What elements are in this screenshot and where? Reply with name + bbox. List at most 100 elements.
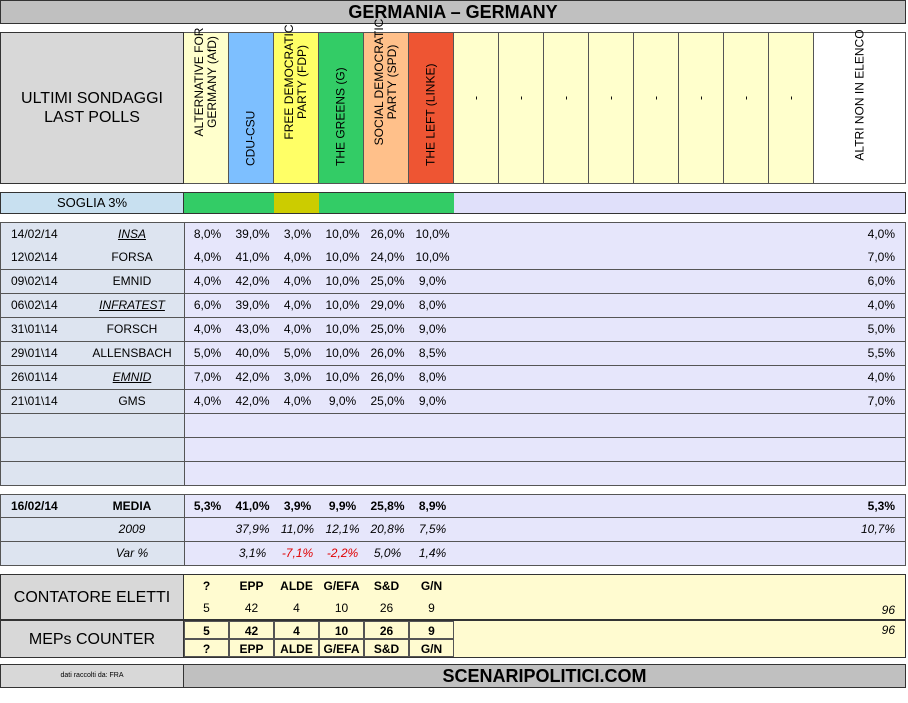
meps-group: ? bbox=[184, 639, 229, 657]
poll-value: 39,0% bbox=[235, 227, 270, 241]
meps-seats: 9 bbox=[409, 621, 454, 639]
poll-value: 26,0% bbox=[370, 370, 405, 384]
poll-date: 21\01\14 bbox=[11, 394, 58, 408]
poll-value: 8,5% bbox=[418, 346, 447, 360]
meps-seats: 26 bbox=[364, 621, 409, 639]
poll-others: 5,5% bbox=[867, 346, 895, 360]
party-name-3: THE GREENS (G) bbox=[333, 67, 348, 166]
var-value: -7,1% bbox=[281, 546, 314, 560]
poll-value: 9,0% bbox=[328, 394, 357, 408]
poll-date: 26\01\14 bbox=[11, 370, 58, 384]
party-column-14: ALTRI NON IN ELENCO bbox=[814, 29, 906, 184]
media-row: 16/02/14 MEDIA 5,3% 5,3% 41,0% 3,9% 9,9% 25,… bbox=[0, 494, 906, 518]
contatore-seats: 42 bbox=[244, 601, 259, 615]
poll-row: 12\02\14 FORSA 4,0% 41,0% 4,0% 10,0% 24,0% 10,0… bbox=[0, 246, 906, 270]
source-note: dati raccolti da: FRA bbox=[0, 664, 184, 688]
soglia-cell-5 bbox=[409, 193, 454, 213]
poll-row: 21\01\14 GMS 4,0% 42,0% 4,0% 9,0% 25,0% 9,0% 7,0… bbox=[0, 390, 906, 414]
party-column-9: - bbox=[589, 32, 634, 184]
year-2009-value: 11,0% bbox=[280, 522, 315, 536]
contatore-label: CONTATORE ELETTI bbox=[0, 574, 184, 620]
soglia-label: SOGLIA 3% bbox=[0, 192, 184, 214]
poll-others: 6,0% bbox=[867, 274, 895, 288]
meps-seats: 4 bbox=[274, 621, 319, 639]
poll-institute: FORSCH bbox=[106, 322, 158, 336]
poll-others: 5,0% bbox=[867, 322, 895, 336]
poll-others: 4,0% bbox=[867, 370, 895, 384]
poll-institute: FORSA bbox=[111, 250, 153, 264]
party-name-1: CDU-CSU bbox=[243, 110, 258, 166]
poll-value: 43,0% bbox=[235, 322, 270, 336]
empty-row bbox=[0, 414, 906, 438]
soglia-cell-2 bbox=[274, 193, 319, 213]
poll-value: 26,0% bbox=[370, 346, 405, 360]
site-name: SCENARIPOLITICI.COM bbox=[184, 664, 906, 688]
poll-value: 4,0% bbox=[193, 274, 222, 288]
poll-date: 14/02/14 bbox=[11, 227, 58, 241]
poll-row: 14/02/14 INSA 8,0% 39,0% 3,0% 10,0% 26,0% 10,0%… bbox=[0, 222, 906, 247]
contatore-group: ALDE bbox=[280, 579, 313, 593]
contatore-group: ? bbox=[202, 579, 211, 593]
poll-value: 4,0% bbox=[283, 250, 312, 264]
party-column-11: - bbox=[679, 32, 724, 184]
poll-value: 39,0% bbox=[235, 298, 270, 312]
contatore-group: G/EFA bbox=[323, 579, 360, 593]
var-value: 3,1% bbox=[238, 546, 267, 560]
poll-value: 4,0% bbox=[283, 322, 312, 336]
year-2009-label: 2009 bbox=[118, 522, 146, 536]
contatore-group: G/N bbox=[420, 579, 443, 593]
year-2009-value: 20,8% bbox=[370, 522, 405, 536]
media-value: 5,3% bbox=[193, 499, 222, 513]
party-name-10: - bbox=[648, 96, 663, 100]
soglia-cell-4 bbox=[364, 193, 409, 213]
contatore-group: S&D bbox=[373, 579, 400, 593]
poll-row: 31\01\14 FORSCH 4,0% 43,0% 4,0% 10,0% 25,0% 9,0… bbox=[0, 318, 906, 342]
poll-value: 8,0% bbox=[418, 298, 447, 312]
meps-label: MEPs COUNTER bbox=[0, 620, 184, 658]
meps-group: EPP bbox=[229, 639, 274, 657]
meps-seats: 10 bbox=[319, 621, 364, 639]
poll-value: 5,0% bbox=[193, 346, 222, 360]
meps-group: ALDE bbox=[274, 639, 319, 657]
media-value: 8,9% bbox=[418, 499, 447, 513]
poll-value: 5,0% bbox=[283, 346, 312, 360]
year-2009-row: 2009 10,7% 37,9% 11,0% 12,1% 20,8% 7,5% bbox=[0, 518, 906, 542]
poll-institute[interactable]: INSA bbox=[117, 227, 146, 241]
party-name-2: FREE DEMOCRATIC PARTY (FDP) bbox=[282, 24, 309, 140]
poll-others: 4,0% bbox=[867, 298, 895, 312]
poll-value: 4,0% bbox=[193, 394, 222, 408]
poll-institute[interactable]: INFRATEST bbox=[99, 298, 165, 312]
poll-others: 7,0% bbox=[867, 250, 895, 264]
poll-value: 4,0% bbox=[283, 298, 312, 312]
poll-value: 42,0% bbox=[235, 394, 270, 408]
poll-value: 25,0% bbox=[370, 322, 405, 336]
poll-value: 10,0% bbox=[325, 346, 360, 360]
media-date: 16/02/14 bbox=[11, 499, 58, 513]
party-column-3: THE GREENS (G) bbox=[319, 32, 364, 184]
poll-value: 9,0% bbox=[418, 274, 447, 288]
poll-others: 7,0% bbox=[867, 394, 895, 408]
poll-value: 4,0% bbox=[193, 322, 222, 336]
party-column-5: THE LEFT (LINKE) bbox=[409, 32, 454, 184]
var-value: 5,0% bbox=[373, 546, 402, 560]
var-row: Var % 3,1% -7,1% -2,2% 5,0% 1,4% bbox=[0, 542, 906, 566]
poll-value: 25,0% bbox=[370, 394, 405, 408]
poll-value: 10,0% bbox=[325, 322, 360, 336]
contatore-seats: 9 bbox=[428, 601, 435, 615]
poll-value: 10,0% bbox=[325, 274, 360, 288]
poll-date: 12\02\14 bbox=[11, 250, 58, 264]
var-value: 1,4% bbox=[418, 546, 447, 560]
poll-value: 9,0% bbox=[418, 394, 447, 408]
poll-institute: GMS bbox=[118, 394, 146, 408]
polls-header-label: ULTIMI SONDAGGI LAST POLLS bbox=[0, 32, 184, 184]
poll-value: 10,0% bbox=[415, 250, 450, 264]
poll-institute[interactable]: EMNID bbox=[112, 370, 152, 384]
empty-row bbox=[0, 462, 906, 486]
year-2009-value bbox=[185, 518, 230, 541]
poll-value: 4,0% bbox=[283, 394, 312, 408]
poll-value: 29,0% bbox=[370, 298, 405, 312]
party-name-7: - bbox=[513, 96, 528, 100]
party-name-13: - bbox=[783, 96, 798, 100]
poll-institute: EMNID bbox=[112, 274, 152, 288]
poll-value: 10,0% bbox=[325, 227, 360, 241]
